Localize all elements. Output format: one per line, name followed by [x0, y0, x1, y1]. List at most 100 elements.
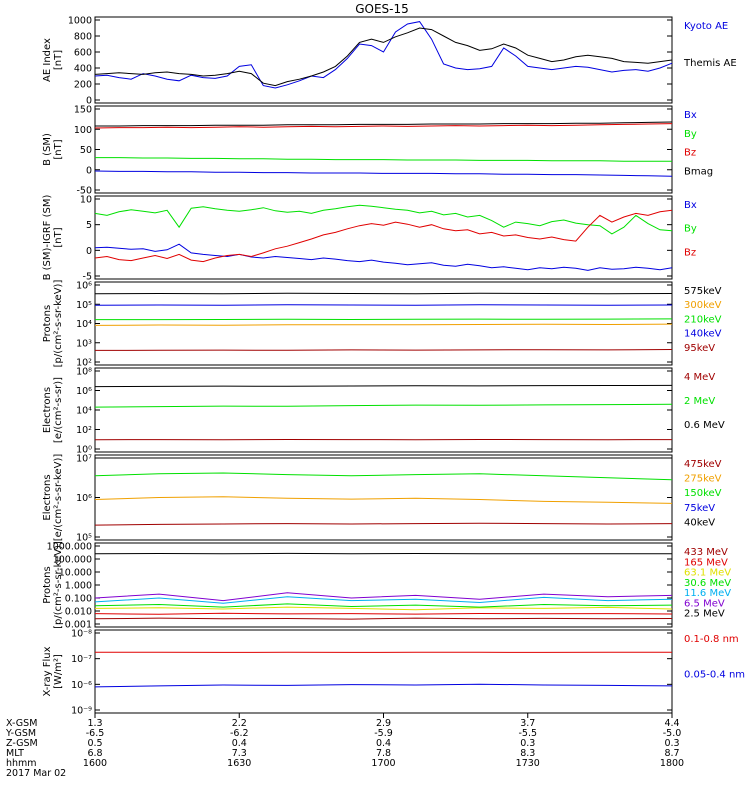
- y-tick-label: 10²: [76, 425, 92, 436]
- panel-frame: [94, 195, 673, 280]
- x-tick-label: 3.7: [520, 718, 535, 729]
- x-tick-label: -5.5: [518, 728, 537, 739]
- y-tick-label: 0.001: [65, 620, 92, 631]
- x-tick-label: 1800: [660, 758, 684, 769]
- legend-label: 275keV: [684, 474, 722, 485]
- y-axis-label: X-ray Flux: [42, 646, 53, 696]
- y-tick-label: 0: [86, 165, 92, 176]
- y-tick-label: 10⁶: [76, 493, 92, 504]
- date-label: 2017 Mar 02: [6, 768, 66, 779]
- series-line: [94, 683, 673, 688]
- panel-protons: 10⁶ 10⁵ 10⁴ 10³ 10² Protons [p/(cm²-s-sr-keV)]…: [42, 280, 722, 369]
- panel-electrons_mev: 10⁸ 10⁶ 10⁴ 10² 10⁰ Electrons [e/(cm²-s-sr)] 4 …: [42, 367, 725, 456]
- x-row-label: Y-GSM: [5, 728, 36, 739]
- panel-bigrf: 10 5 0 -5 B (SM)-IGRF (SM) [nT] Bx By Bz: [42, 195, 697, 283]
- x-tick-label: -6.2: [230, 728, 249, 739]
- y-axis-label: [p/(cm²-s-sr-keV)]: [53, 541, 64, 629]
- x-row-label: MLT: [6, 748, 24, 759]
- y-axis-label: B (SM)-IGRF (SM): [42, 195, 53, 281]
- y-tick-label: 10: [80, 195, 92, 206]
- series-line: [94, 21, 673, 89]
- x-tick-label: 0.4: [376, 738, 391, 749]
- y-tick-label: 100: [74, 125, 92, 136]
- series-line: [94, 384, 673, 388]
- x-tick-label: 8.7: [664, 748, 679, 759]
- series-line: [94, 496, 673, 504]
- x-tick-label: 2.2: [232, 718, 247, 729]
- x-tick-label: 7.8: [376, 748, 391, 759]
- y-tick-label: 150: [74, 105, 92, 116]
- panel-xray: 10⁻⁸ 10⁻⁷ 10⁻⁶ 10⁻⁹ X-ray Flux [W/m²] 0.1-0.8 …: [42, 629, 745, 717]
- legend-label: 0.05-0.4 nm: [684, 670, 745, 681]
- y-axis-label: AE Index: [42, 38, 53, 82]
- y-tick-label: -5: [83, 272, 92, 283]
- legend-label: 11.6 MeV: [684, 588, 731, 599]
- x-tick-label: 4.4: [664, 718, 679, 729]
- y-axis-label: [W/m²]: [53, 654, 64, 689]
- series-line: [94, 27, 673, 87]
- legend-label: 75keV: [684, 503, 715, 514]
- y-tick-label: 10.000: [59, 568, 92, 579]
- legend-label: 95keV: [684, 343, 715, 354]
- legend-label: 150keV: [684, 488, 722, 499]
- y-tick-label: 10⁸: [76, 367, 92, 378]
- y-tick-label: 10⁻⁹: [71, 706, 92, 717]
- legend-label: 40keV: [684, 517, 715, 528]
- legend-label: 475keV: [684, 459, 722, 470]
- y-tick-label: 1000.000: [47, 542, 92, 553]
- y-tick-label: 1000: [68, 16, 92, 27]
- legend-label: 2.5 MeV: [684, 609, 725, 620]
- series-line: [94, 323, 673, 326]
- chart-title: GOES-15: [355, 2, 409, 16]
- legend-label: 2 MeV: [684, 396, 715, 407]
- y-tick-label: 100.000: [53, 555, 92, 566]
- legend-label: Kyoto AE: [684, 21, 728, 32]
- y-tick-label: 10⁰: [76, 445, 92, 456]
- series-line: [94, 606, 673, 611]
- panel-bsm: 150 100 50 0 -50 B (SM) [nT] Bx By Bz Bmag: [42, 105, 713, 197]
- y-tick-label: 1.000: [65, 581, 92, 592]
- y-axis-label: Protons: [42, 305, 53, 342]
- legend-label: 0.6 MeV: [684, 420, 725, 431]
- y-axis-label: [e/(cm²-s-sr-keV)]: [53, 454, 64, 542]
- legend-label: By: [684, 224, 697, 235]
- x-tick-label: 1700: [371, 758, 395, 769]
- y-tick-label: 10⁴: [76, 319, 92, 330]
- x-axis: 1.3-6.50.56.816002.2-6.20.47.316302.9-5.…: [5, 713, 684, 779]
- y-tick-label: 800: [74, 32, 92, 43]
- y-axis-label: [nT]: [53, 227, 64, 247]
- y-tick-label: 0: [86, 96, 92, 107]
- x-tick-label: 0.5: [87, 738, 102, 749]
- legend-label: 63.1 MeV: [684, 568, 731, 579]
- y-tick-label: 0.100: [65, 594, 92, 605]
- series-line: [94, 170, 673, 177]
- x-tick-label: -5.9: [374, 728, 393, 739]
- y-tick-label: 400: [74, 64, 92, 75]
- series-line: [94, 123, 673, 129]
- legend-label: 165 MeV: [684, 557, 728, 568]
- x-tick-label: 1730: [516, 758, 540, 769]
- legend-label: Themis AE: [683, 58, 737, 69]
- y-tick-label: 0: [86, 246, 92, 257]
- y-tick-label: 10⁵: [76, 300, 92, 311]
- y-axis-label: B (SM): [42, 133, 53, 166]
- series-line: [95, 318, 673, 321]
- series-line: [94, 209, 673, 263]
- series-line: [94, 592, 673, 602]
- series-line: [94, 349, 673, 351]
- x-tick-label: 0.3: [664, 738, 679, 749]
- x-tick-label: 1.3: [87, 718, 102, 729]
- legend-label: 4 MeV: [684, 372, 715, 383]
- x-tick-label: 0.4: [232, 738, 247, 749]
- y-tick-label: 0.010: [65, 607, 92, 618]
- x-row-label: hhmm: [6, 758, 37, 769]
- y-axis-label: Electrons: [42, 474, 53, 520]
- x-tick-label: 6.8: [87, 748, 102, 759]
- series-line: [94, 243, 673, 271]
- y-tick-label: 10²: [76, 358, 92, 369]
- y-tick-label: 600: [74, 48, 92, 59]
- y-axis-label: [nT]: [53, 139, 64, 159]
- legend-label: 140keV: [684, 329, 722, 340]
- y-axis-label: Electrons: [42, 387, 53, 433]
